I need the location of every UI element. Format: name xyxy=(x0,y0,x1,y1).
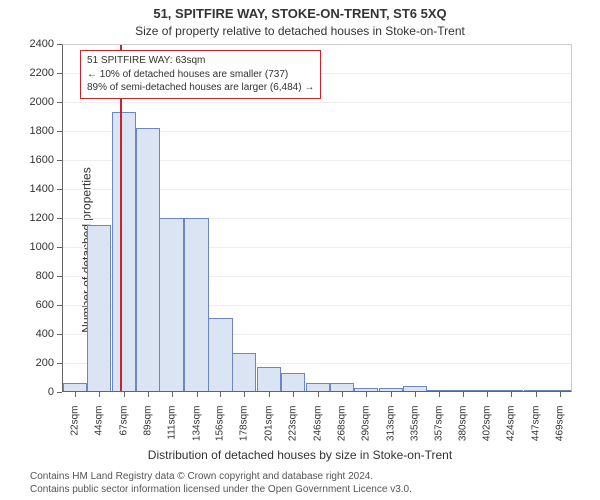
y-tick-label: 200 xyxy=(14,357,54,369)
y-tick-label: 1800 xyxy=(14,125,54,137)
x-tick-mark xyxy=(197,392,198,397)
y-tick-label: 1200 xyxy=(14,212,54,224)
x-tick-label: 22sqm xyxy=(70,406,81,456)
infobox-line3: 89% of semi-detached houses are larger (… xyxy=(87,81,314,95)
y-tick-label: 2000 xyxy=(14,96,54,108)
x-tick-mark xyxy=(269,392,270,397)
x-tick-mark xyxy=(415,392,416,397)
x-tick-mark xyxy=(244,392,245,397)
x-tick-label: 447sqm xyxy=(531,406,542,456)
x-tick-label: 178sqm xyxy=(239,406,250,456)
footnote-line2: Contains public sector information licen… xyxy=(30,483,412,496)
footnote: Contains HM Land Registry data © Crown c… xyxy=(30,470,412,496)
x-tick-label: 402sqm xyxy=(482,406,493,456)
y-tick-mark xyxy=(57,392,62,393)
chart-subtitle: Size of property relative to detached ho… xyxy=(0,24,600,38)
x-tick-label: 44sqm xyxy=(93,406,104,456)
x-tick-label: 134sqm xyxy=(191,406,202,456)
x-tick-mark xyxy=(536,392,537,397)
chart-title: 51, SPITFIRE WAY, STOKE-ON-TRENT, ST6 5X… xyxy=(0,6,600,21)
x-tick-label: 335sqm xyxy=(409,406,420,456)
x-tick-label: 268sqm xyxy=(336,406,347,456)
x-tick-mark xyxy=(463,392,464,397)
y-tick-label: 1000 xyxy=(14,241,54,253)
y-tick-label: 400 xyxy=(14,328,54,340)
x-tick-mark xyxy=(342,392,343,397)
x-tick-label: 156sqm xyxy=(215,406,226,456)
y-tick-label: 1400 xyxy=(14,183,54,195)
infobox-line1: 51 SPITFIRE WAY: 63sqm xyxy=(87,54,314,68)
reference-infobox: 51 SPITFIRE WAY: 63sqm ← 10% of detached… xyxy=(80,50,321,99)
x-tick-mark xyxy=(172,392,173,397)
x-tick-label: 469sqm xyxy=(555,406,566,456)
x-tick-mark xyxy=(293,392,294,397)
x-tick-label: 223sqm xyxy=(288,406,299,456)
x-tick-mark xyxy=(391,392,392,397)
x-tick-mark xyxy=(99,392,100,397)
x-tick-label: 380sqm xyxy=(458,406,469,456)
x-tick-mark xyxy=(148,392,149,397)
x-tick-label: 290sqm xyxy=(360,406,371,456)
x-tick-label: 67sqm xyxy=(118,406,129,456)
y-tick-label: 800 xyxy=(14,270,54,282)
x-tick-label: 357sqm xyxy=(433,406,444,456)
x-tick-label: 201sqm xyxy=(264,406,275,456)
x-tick-mark xyxy=(220,392,221,397)
y-tick-label: 2400 xyxy=(14,38,54,50)
y-tick-label: 600 xyxy=(14,299,54,311)
x-tick-label: 424sqm xyxy=(506,406,517,456)
x-tick-mark xyxy=(124,392,125,397)
x-tick-mark xyxy=(75,392,76,397)
x-tick-label: 246sqm xyxy=(313,406,324,456)
x-tick-label: 313sqm xyxy=(385,406,396,456)
x-tick-mark xyxy=(318,392,319,397)
y-tick-label: 2200 xyxy=(14,67,54,79)
x-tick-mark xyxy=(439,392,440,397)
infobox-line2: ← 10% of detached houses are smaller (73… xyxy=(87,68,314,82)
x-tick-mark xyxy=(560,392,561,397)
x-tick-mark xyxy=(487,392,488,397)
x-tick-label: 89sqm xyxy=(142,406,153,456)
footnote-line1: Contains HM Land Registry data © Crown c… xyxy=(30,470,412,483)
x-tick-mark xyxy=(366,392,367,397)
x-tick-mark xyxy=(511,392,512,397)
y-tick-label: 0 xyxy=(14,386,54,398)
y-tick-label: 1600 xyxy=(14,154,54,166)
x-tick-label: 111sqm xyxy=(166,406,177,456)
